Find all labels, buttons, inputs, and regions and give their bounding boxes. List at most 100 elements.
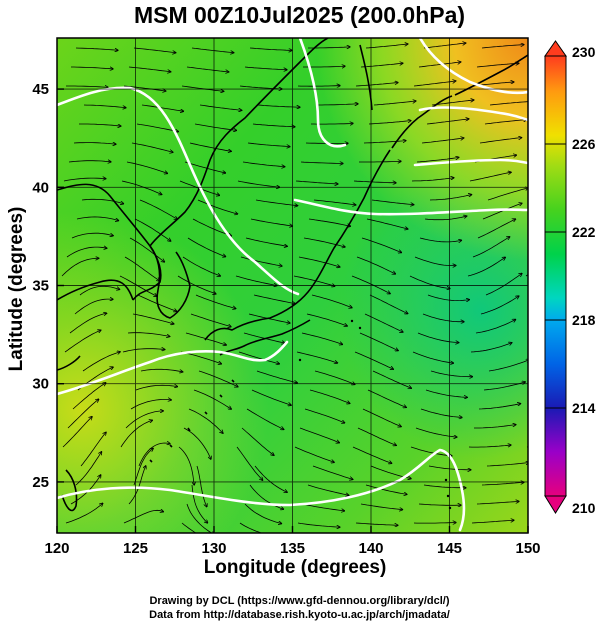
streamline (475, 320, 516, 334)
colorbar-tick-label: 222 (572, 224, 596, 240)
streamline (353, 180, 396, 183)
x-tick-label: 140 (358, 540, 383, 557)
streamline (412, 351, 453, 363)
streamline (356, 256, 395, 274)
streamline (194, 123, 237, 130)
streamline (486, 463, 528, 467)
streamline (132, 313, 174, 324)
streamline (130, 400, 171, 410)
streamline (306, 313, 347, 326)
streamline (68, 161, 111, 162)
streamline (309, 389, 350, 403)
streamline (410, 446, 452, 456)
streamline (190, 313, 231, 327)
streamline (82, 352, 120, 372)
colorbar-tick-label: 214 (572, 400, 596, 416)
streamline (245, 237, 287, 246)
streamline (354, 351, 393, 369)
y-tick-label: 45 (32, 81, 49, 98)
streamline (480, 296, 519, 315)
streamline (299, 427, 339, 443)
streamline (254, 465, 287, 492)
streamline (481, 45, 524, 49)
x-tick-label: 125 (123, 540, 148, 557)
streamline (423, 484, 466, 488)
credit-data: Data from http://database.rish.kyoto-u.a… (149, 609, 450, 621)
streamline (79, 285, 120, 296)
streamline (293, 275, 335, 286)
isotherm (57, 448, 466, 532)
streamline (424, 216, 467, 221)
coastline-hokkaido (391, 95, 453, 149)
streamline (422, 313, 464, 322)
streamline (121, 180, 162, 195)
streamline (123, 510, 163, 524)
streamline (69, 313, 107, 334)
colorbar-min-arrow (544, 495, 567, 514)
x-tick-label: 145 (437, 540, 462, 557)
streamline (296, 351, 338, 363)
streamline (530, 522, 572, 523)
streamline (294, 446, 334, 462)
map-title: MSM 00Z10Jul2025 (200.0hPa) (133, 2, 466, 28)
isotherm (418, 106, 528, 122)
y-axis-label: Latitude (degrees) (6, 206, 27, 372)
streamline (467, 257, 505, 277)
streamline (129, 237, 164, 262)
streamline (304, 408, 345, 423)
map-figure: 120 125 130 135 140 145 150 25 30 35 40 45 230 226 22… (32, 37, 596, 557)
streamline (365, 44, 408, 49)
streamline (235, 275, 277, 286)
streamline (476, 63, 519, 68)
streamline (411, 178, 454, 182)
x-tick-label: 135 (280, 540, 305, 557)
streamline (417, 332, 459, 343)
streamline (62, 417, 92, 448)
streamline (79, 123, 121, 126)
streamline (476, 501, 519, 505)
streamline (249, 484, 284, 509)
streamline (195, 294, 236, 309)
streamline (360, 503, 403, 510)
isotherm (298, 38, 347, 148)
graticule (57, 38, 528, 533)
x-tick-label: 150 (515, 540, 540, 557)
isotherm (57, 340, 289, 396)
streamline (373, 101, 416, 106)
streamline (362, 408, 401, 427)
streamline (196, 465, 207, 507)
coastline-ryukyu (149, 379, 235, 463)
streamline (187, 237, 226, 257)
x-tick-label: 130 (201, 540, 226, 557)
streamline (241, 427, 274, 455)
x-axis-label: Longitude (degrees) (203, 557, 387, 578)
streamline (63, 178, 106, 182)
coastline-korea (149, 245, 191, 319)
streamline (481, 482, 524, 486)
streamline (314, 370, 355, 384)
streamline (256, 370, 297, 383)
streamline (297, 522, 340, 527)
streamline (477, 219, 516, 239)
streamline (191, 47, 234, 53)
streamline (141, 104, 184, 111)
streamline (298, 256, 340, 267)
streamline (240, 256, 282, 266)
streamline (191, 484, 208, 523)
streamline (238, 351, 279, 364)
streamline (372, 370, 411, 388)
streamline (470, 343, 512, 353)
streamline (126, 161, 167, 173)
streamline (242, 161, 285, 167)
streamline (188, 408, 223, 433)
y-tick-label: 30 (32, 376, 49, 393)
streamline (251, 389, 291, 405)
streamline (352, 446, 392, 463)
isotherm-contours (57, 38, 528, 532)
credit-drawing: Drawing by DCL (https://www.gfd-dennou.o… (149, 595, 450, 607)
streamline (431, 100, 474, 106)
colorbar-tick-label: 226 (572, 136, 596, 152)
streamline (189, 142, 231, 151)
coastlines (57, 38, 528, 512)
streamline (133, 47, 176, 53)
